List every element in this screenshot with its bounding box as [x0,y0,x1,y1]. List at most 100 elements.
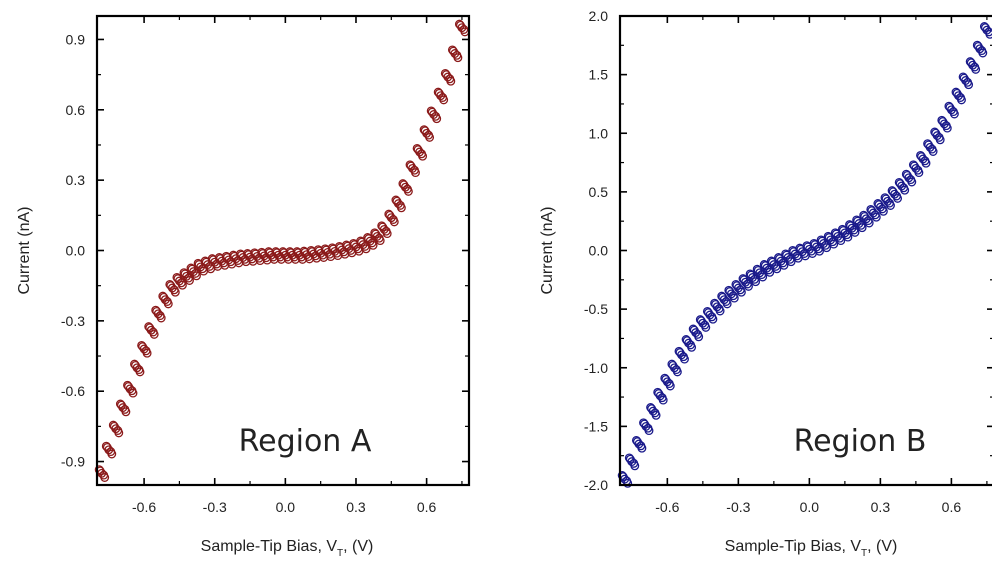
y-tick-label: 0.3 [66,172,86,188]
data-point [935,135,945,145]
data-point [94,465,104,475]
data-point [145,323,155,333]
data-point [680,354,689,364]
data-point [149,329,159,339]
data-point [703,308,713,318]
data-point [455,20,465,30]
data-point [637,443,647,453]
data-point [425,132,435,142]
data-point [144,322,154,332]
data-point [364,234,374,244]
data-point [396,203,406,213]
x-axis-title-tail: , (V) [343,538,373,555]
data-point [406,161,416,171]
data-point [724,285,734,295]
data-point [672,367,682,377]
data-point [736,287,746,297]
data-point [668,360,678,370]
data-point [413,145,423,155]
data-point [880,193,890,203]
data-point [853,216,863,226]
y-tick-label: -2.0 [584,477,608,493]
data-point [179,268,189,278]
data-point [109,421,119,431]
data-point [893,193,903,203]
data-point [874,200,884,210]
data-point [765,267,775,277]
data-point [824,233,834,242]
data-point [675,348,685,357]
data-point [180,269,190,279]
y-tick-label: -0.6 [61,383,85,399]
data-point [121,407,131,417]
data-point [746,270,756,280]
data-point [944,101,954,111]
data-point [895,179,905,189]
data-point [689,325,699,335]
data-point [418,151,428,161]
data-point [945,102,955,112]
data-point [695,315,705,325]
data-point [711,299,721,309]
data-point [156,313,166,323]
data-point [964,80,974,90]
data-point [361,244,371,254]
x-tick-label: 0.6 [942,499,962,515]
data-point [871,212,881,222]
data-point [830,228,840,238]
data-point [446,76,456,86]
data-point [384,209,394,219]
data-point [651,410,661,420]
data-point [916,150,925,160]
data-point [731,279,741,289]
data-point [696,316,706,326]
data-point [908,160,918,170]
data-point [166,281,176,291]
data-point [815,246,824,256]
data-point [907,177,917,187]
data-point [751,277,761,287]
data-point [758,272,768,282]
data-point [767,257,777,267]
data-point [782,250,792,260]
data-point [938,117,948,126]
x-axis-title-tail: , (V) [867,538,897,555]
data-point [192,271,201,281]
data-point [130,359,139,369]
y-tick-label: 0.5 [589,184,609,200]
data-point [453,53,463,63]
x-tick-label: 0.6 [417,499,437,515]
data-point [949,109,959,119]
data-point [887,186,897,196]
data-point [371,229,381,239]
data-point [902,170,912,180]
data-point [942,123,952,133]
data-point [398,179,408,189]
x-tick-label: 0.3 [871,499,891,515]
data-point [729,293,739,303]
data-point [131,360,140,370]
data-point [427,107,437,117]
data-point [732,281,742,291]
data-point [124,382,133,391]
y-tick-label: 0.9 [66,31,86,47]
data-point [772,264,782,274]
data-point [694,332,704,342]
y-tick-label: -1.0 [584,360,608,376]
data-point [128,388,138,398]
data-point [377,221,387,231]
data-point [917,152,926,162]
x-tick-label: 0.0 [276,499,296,515]
data-point [881,194,891,204]
data-point [923,139,933,149]
data-point [829,239,839,249]
data-point [185,276,194,285]
data-point [102,442,112,452]
x-axis-title-main: Sample-Tip Bias, V [201,538,338,555]
data-point [715,306,725,316]
data-point [159,292,169,302]
data-point [985,29,992,39]
data-point [173,274,183,284]
data-point [894,177,904,187]
data-point [172,272,182,282]
